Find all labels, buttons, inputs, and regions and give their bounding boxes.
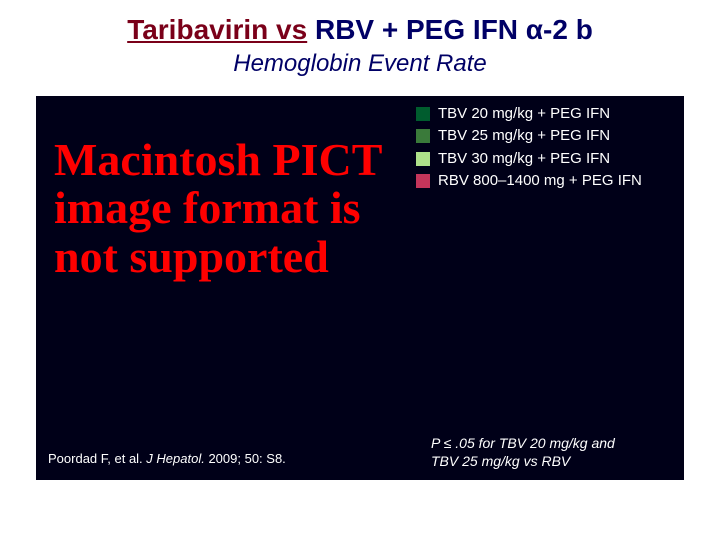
legend-item: TBV 25 mg/kg + PEG IFN [416,126,666,146]
legend-item: TBV 20 mg/kg + PEG IFN [416,104,666,124]
chart-area: Macintosh PICT image format is not suppo… [36,96,684,480]
slide-title: Taribavirin vs RBV + PEG IFN α-2 b [0,0,720,46]
legend-label: TBV 30 mg/kg + PEG IFN [438,149,666,169]
legend-swatch [416,152,430,166]
footnote-line1: P ≤ .05 for TBV 20 mg/kg and [431,435,615,451]
legend-label: TBV 25 mg/kg + PEG IFN [438,126,666,146]
title-right: RBV + PEG IFN α-2 b [307,14,593,45]
legend-swatch [416,174,430,188]
footnote: P ≤ .05 for TBV 20 mg/kg and TBV 25 mg/k… [431,435,666,470]
citation-rest: 2009; 50: S8. [205,451,286,466]
legend-swatch [416,107,430,121]
pict-error-message: Macintosh PICT image format is not suppo… [54,136,414,281]
citation-journal: J Hepatol. [146,451,205,466]
legend-label: RBV 800–1400 mg + PEG IFN [438,171,666,191]
legend: TBV 20 mg/kg + PEG IFN TBV 25 mg/kg + PE… [416,104,666,193]
citation-author: Poordad F, et al. [48,451,146,466]
footnote-line2: TBV 25 mg/kg vs RBV [431,453,570,469]
slide-subtitle: Hemoglobin Event Rate [0,50,720,78]
legend-item: RBV 800–1400 mg + PEG IFN [416,171,666,191]
citation: Poordad F, et al. J Hepatol. 2009; 50: S… [48,451,286,466]
title-left: Taribavirin vs [127,14,307,45]
legend-swatch [416,129,430,143]
legend-label: TBV 20 mg/kg + PEG IFN [438,104,666,124]
slide: Taribavirin vs RBV + PEG IFN α-2 b Hemog… [0,0,720,540]
legend-item: TBV 30 mg/kg + PEG IFN [416,149,666,169]
